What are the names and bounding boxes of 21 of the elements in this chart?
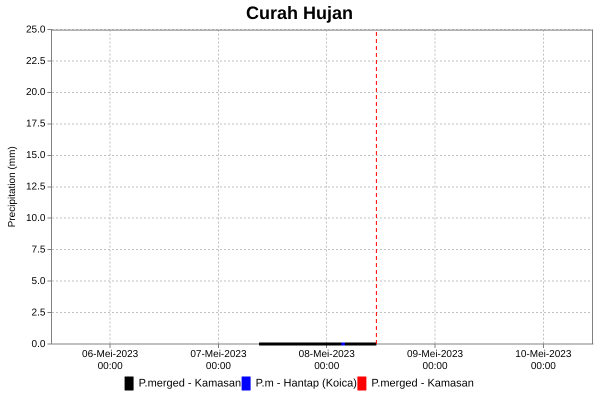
y-tick-label: 20.0 [26,87,46,98]
x-tick-label: 07-Mei-2023 00:00 [190,348,247,372]
y-tick-label: 7.5 [32,244,46,256]
y-tick-label: 25.0 [26,24,46,36]
legend-label: P.merged - Kamasan [138,378,242,390]
x-tick-label: 09-Mei-2023 00:00 [406,348,464,372]
x-tick-label: 08-Mei-2023 00:00 [298,348,356,372]
y-tick-label: 17.5 [26,118,46,130]
x-tick-label: 06-Mei-2023 00:00 [82,348,139,372]
y-tick-label: 0.0 [32,338,46,350]
legend-label: P.merged - Kamasan [371,378,474,390]
y-tick-label: 12.5 [26,182,46,193]
chart-title: Curah Hujan [246,2,354,23]
x-tick-label: 10-Mei-2023 00:00 [515,348,572,372]
y-tick-label: 22.5 [26,56,46,67]
y-tick-label: 10.0 [26,212,46,224]
y-tick-label: 5.0 [32,276,46,287]
legend-label: P.m - Hantap (Koica) [256,378,357,390]
y-tick-label: 2.5 [32,307,46,318]
y-axis-title: Precipitation (mm) [6,146,18,228]
y-tick-label: 15.0 [26,150,46,162]
